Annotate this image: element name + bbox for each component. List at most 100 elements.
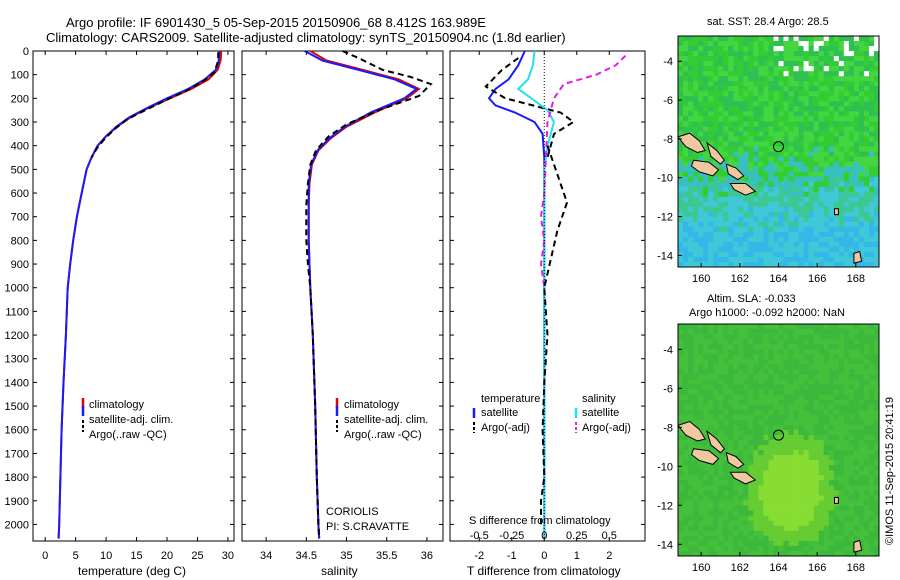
map-cell [828,480,835,486]
map-cell [798,71,804,77]
island-land [853,250,863,264]
map-cell [823,131,830,137]
map-cell [863,186,870,193]
map-cell [718,36,724,42]
map-cell [788,409,794,416]
map-cell [753,344,759,350]
map-cell [698,520,704,527]
map-cell [698,106,704,112]
map-cell [698,545,704,552]
map-cell [833,56,840,62]
map-cell [853,505,860,511]
map-cell [718,221,724,228]
map-cell [688,500,694,506]
map-cell [738,530,744,537]
map-cell [863,450,870,456]
map-cell [843,76,850,82]
map-cell [823,161,830,167]
map-cell [813,131,820,137]
map-cell [738,359,744,365]
map-cell [683,221,689,228]
map-cell [833,329,840,335]
map-cell [808,141,814,147]
map-cell [763,389,769,395]
map-cell [853,206,860,213]
map-cell [858,445,865,451]
map-cell [758,251,764,258]
map-cell [678,384,684,390]
map-cell [723,384,729,390]
map-cell [793,450,799,456]
map-cell [753,399,759,406]
map-cell [758,101,764,107]
map-cell [693,61,699,67]
map-cell [838,440,845,446]
map-cell [874,530,880,537]
map-cell [863,257,870,263]
map-cell [743,525,749,532]
map-cell [818,156,825,162]
map-cell [858,419,865,426]
map-cell [743,339,749,345]
map-cell [843,246,850,253]
map-cell [869,86,875,92]
map-cell [703,540,709,547]
map-cell [874,505,880,511]
map-cell [763,176,769,182]
map-cell [874,46,880,52]
map-cell [853,236,860,243]
map-cell [858,161,865,167]
map-cell [748,465,754,471]
map-cell [848,257,855,263]
series-line-argo_s_dashed [540,145,569,525]
map-cell [793,384,799,390]
map-cell [778,450,784,456]
map-cell [768,101,774,107]
map-cell [793,136,799,142]
map-cell [773,91,779,97]
map-cell [678,409,684,416]
map-cell [728,510,734,516]
map-cell [758,429,764,436]
map-cell [693,246,699,253]
map-cell [808,211,814,218]
map-cell [843,334,850,340]
map-cell [853,71,860,77]
map-cell [838,196,845,203]
map-cell [748,257,754,263]
map-cell [869,146,875,152]
map-cell [733,246,739,253]
map-cell [788,211,794,218]
map-cell [683,551,689,557]
map-cell [783,46,789,52]
map-cell [758,389,764,395]
map-cell [713,495,719,501]
legend-salinity-title: salinity [582,393,616,405]
map-cell [778,349,784,355]
map-cell [773,414,779,421]
depth-tick-label: 400 [11,141,29,153]
map-cell [708,364,714,370]
map-cell [708,389,714,395]
map-cell [748,111,754,117]
map-cell [733,196,739,203]
map-cell [803,379,809,385]
map-cell [874,176,880,182]
map-cell [808,36,814,42]
map-cell [703,76,709,82]
map-cell [678,460,684,466]
map-cell [763,146,769,152]
map-cell [728,364,734,370]
depth-tick-label: 2000 [5,519,29,531]
map-cell [828,409,835,416]
difference-frame [449,50,646,542]
map-cell [853,151,860,157]
map-cell [678,359,684,365]
map-cell [763,151,769,157]
map-cell [688,535,694,542]
map-cell [788,106,794,112]
map-cell [763,404,769,411]
map-cell [678,91,684,97]
map-cell [713,262,719,268]
map-cell [678,126,684,132]
